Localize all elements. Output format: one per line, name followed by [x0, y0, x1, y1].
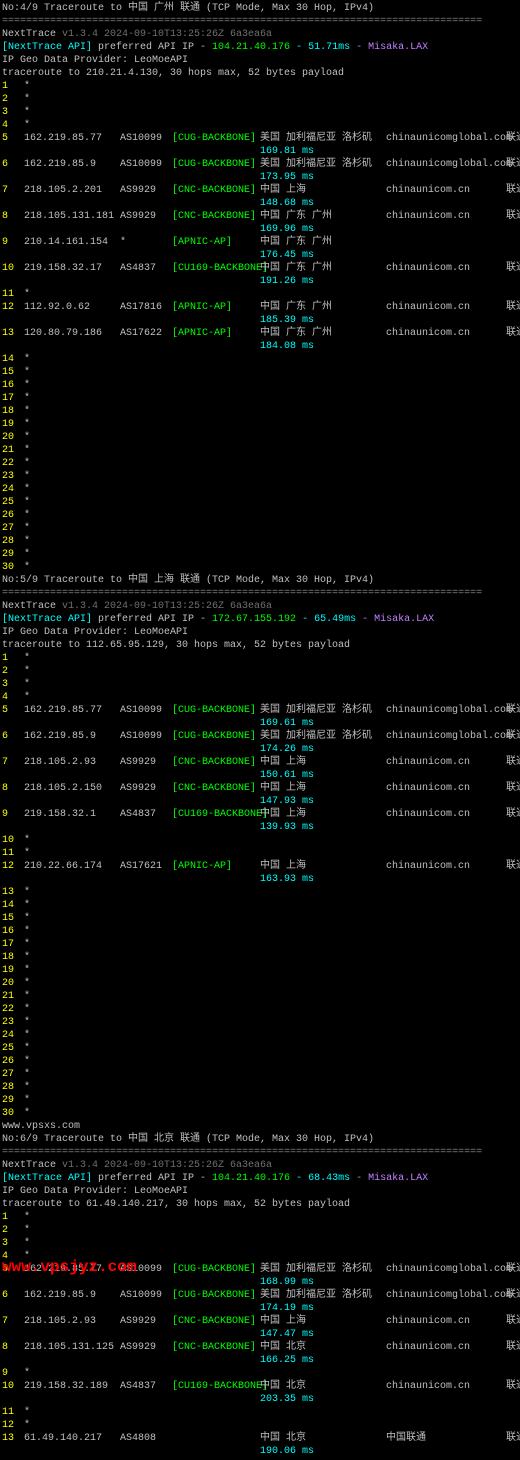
hop-row: 1361.49.140.217AS4808中国 北京中国联通联通190.06 m…	[2, 1432, 518, 1458]
hop-row: 28*	[2, 1081, 518, 1094]
hop-row: 25*	[2, 496, 518, 509]
hop-row: 27*	[2, 1068, 518, 1081]
hop-row: 23*	[2, 1016, 518, 1029]
hop-row: 2*	[2, 93, 518, 106]
hop-row: 29*	[2, 548, 518, 561]
hop-row: 9210.14.161.154*[APNIC-AP]中国 广东 广州176.45…	[2, 236, 518, 262]
hop-row: 4*	[2, 119, 518, 132]
hop-row: 8218.105.131.181AS9929[CNC-BACKBONE]中国 广…	[2, 210, 518, 236]
hop-row: 20*	[2, 431, 518, 444]
hop-row: 11*	[2, 1406, 518, 1419]
hop-row: 3*	[2, 106, 518, 119]
hop-row: 11*	[2, 847, 518, 860]
hop-row: 14*	[2, 899, 518, 912]
hop-row: 21*	[2, 990, 518, 1003]
hop-row: 6162.219.85.9AS10099[CUG-BACKBONE]美国 加利福…	[2, 158, 518, 184]
hop-row: 8218.105.2.150AS9929[CNC-BACKBONE]中国 上海c…	[2, 782, 518, 808]
hop-row: 19*	[2, 418, 518, 431]
hop-row: 24*	[2, 1029, 518, 1042]
hop-row: 8218.105.131.125AS9929[CNC-BACKBONE]中国 北…	[2, 1341, 518, 1367]
hop-row: 15*	[2, 366, 518, 379]
hop-row: 12112.92.0.62AS17816[APNIC-AP]中国 广东 广州ch…	[2, 301, 518, 327]
hop-row: 17*	[2, 938, 518, 951]
hop-row: 12*	[2, 1419, 518, 1432]
hop-row: 7218.105.2.93AS9929[CNC-BACKBONE]中国 上海ch…	[2, 756, 518, 782]
terminal-output: No:4/9 Traceroute to 中国 广州 联通 (TCP Mode,…	[2, 2, 518, 1458]
hop-row: 22*	[2, 1003, 518, 1016]
hop-row: 16*	[2, 925, 518, 938]
hop-row: 24*	[2, 483, 518, 496]
hop-row: 5162.219.85.77AS10099[CUG-BACKBONE]美国 加利…	[2, 132, 518, 158]
hop-row: 17*	[2, 392, 518, 405]
hop-row: 2*	[2, 1224, 518, 1237]
hop-row: 30*	[2, 1107, 518, 1120]
hop-row: 6162.219.85.9AS10099[CUG-BACKBONE]美国 加利福…	[2, 1289, 518, 1315]
hop-row: 12210.22.66.174AS17621[APNIC-AP]中国 上海chi…	[2, 860, 518, 886]
hop-row: 6162.219.85.9AS10099[CUG-BACKBONE]美国 加利福…	[2, 730, 518, 756]
hop-row: 20*	[2, 977, 518, 990]
hop-row: 23*	[2, 470, 518, 483]
hop-row: 1*	[2, 80, 518, 93]
hop-row: 7218.105.2.201AS9929[CNC-BACKBONE]中国 上海c…	[2, 184, 518, 210]
hop-row: 15*	[2, 912, 518, 925]
hop-row: 1*	[2, 1211, 518, 1224]
hop-row: 10*	[2, 834, 518, 847]
hop-row: 4*	[2, 691, 518, 704]
hop-row: 21*	[2, 444, 518, 457]
hop-row: 29*	[2, 1094, 518, 1107]
watermark-text: www.vpsxs.com	[2, 1120, 518, 1133]
hop-row: 16*	[2, 379, 518, 392]
watermark-red: www.vpsjyz.com	[2, 1257, 136, 1278]
hop-row: 18*	[2, 951, 518, 964]
hop-row: 5162.219.85.77AS10099[CUG-BACKBONE]美国 加利…	[2, 704, 518, 730]
hop-row: 18*	[2, 405, 518, 418]
hop-row: 1*	[2, 652, 518, 665]
hop-row: 26*	[2, 1055, 518, 1068]
hop-row: 3*	[2, 678, 518, 691]
hop-row: 19*	[2, 964, 518, 977]
hop-row: 3*	[2, 1237, 518, 1250]
hop-row: 10219.158.32.17AS4837[CU169-BACKBONE]中国 …	[2, 262, 518, 288]
hop-row: 28*	[2, 535, 518, 548]
hop-row: 11*	[2, 288, 518, 301]
hop-row: 25*	[2, 1042, 518, 1055]
hop-row: 10219.158.32.189AS4837[CU169-BACKBONE]中国…	[2, 1380, 518, 1406]
hop-row: 13120.80.79.186AS17622[APNIC-AP]中国 广东 广州…	[2, 327, 518, 353]
hop-row: 7218.105.2.93AS9929[CNC-BACKBONE]中国 上海ch…	[2, 1315, 518, 1341]
hop-row: 9*	[2, 1367, 518, 1380]
hop-row: 14*	[2, 353, 518, 366]
hop-row: 30*	[2, 561, 518, 574]
hop-row: 2*	[2, 665, 518, 678]
hop-row: 9219.158.32.1AS4837[CU169-BACKBONE]中国 上海…	[2, 808, 518, 834]
hop-row: 22*	[2, 457, 518, 470]
hop-row: 27*	[2, 522, 518, 535]
hop-row: 13*	[2, 886, 518, 899]
hop-row: 26*	[2, 509, 518, 522]
